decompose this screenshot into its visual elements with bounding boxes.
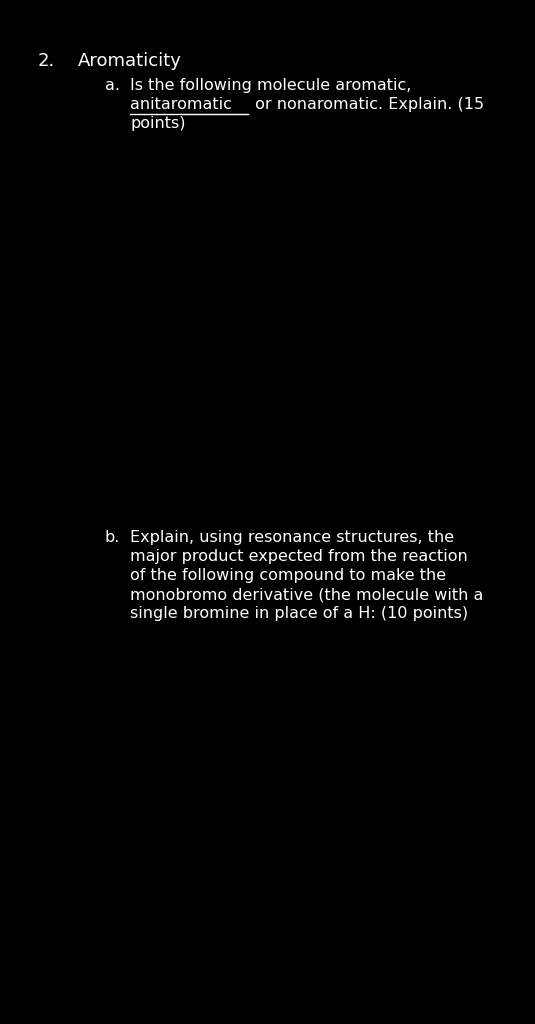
Text: Is the following molecule aromatic,: Is the following molecule aromatic, bbox=[130, 78, 411, 93]
Text: H: H bbox=[316, 453, 328, 471]
Text: N: N bbox=[498, 310, 513, 328]
Text: N: N bbox=[315, 502, 330, 519]
Text: anitaromatic: anitaromatic bbox=[130, 97, 232, 112]
Text: or nonaromatic. Explain. (15: or nonaromatic. Explain. (15 bbox=[250, 97, 484, 112]
Text: points): points) bbox=[130, 116, 186, 131]
Text: H: H bbox=[316, 167, 328, 185]
Text: Explain, using resonance structures, the: Explain, using resonance structures, the bbox=[130, 530, 454, 545]
Text: a.: a. bbox=[105, 78, 120, 93]
Text: N: N bbox=[315, 119, 330, 136]
Text: 2.: 2. bbox=[38, 52, 55, 70]
Text: major product expected from the reaction: major product expected from the reaction bbox=[130, 549, 468, 564]
Text: N: N bbox=[131, 310, 146, 328]
Text: of the following compound to make the: of the following compound to make the bbox=[130, 568, 446, 583]
Text: b.: b. bbox=[105, 530, 120, 545]
Text: Aromaticity: Aromaticity bbox=[78, 52, 182, 70]
Text: single bromine in place of a H: (10 points): single bromine in place of a H: (10 poin… bbox=[130, 606, 468, 621]
Text: monobromo derivative (the molecule with a: monobromo derivative (the molecule with … bbox=[130, 587, 484, 602]
Text: S: S bbox=[316, 778, 327, 797]
